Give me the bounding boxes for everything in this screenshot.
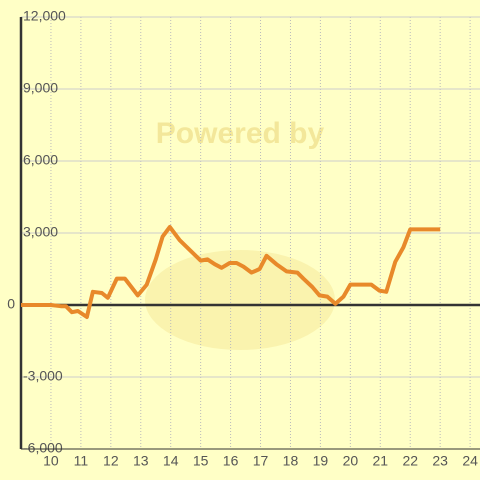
x-tick-label: 16 (223, 453, 239, 469)
y-tick-label: -3,000 (23, 368, 63, 384)
y-tick-label: 12,000 (23, 8, 66, 24)
x-tick-label: 17 (253, 453, 269, 469)
watermark-shape (145, 250, 335, 350)
x-tick-label: 11 (74, 453, 89, 469)
x-tick-label: 10 (43, 453, 59, 469)
y-tick-label: 0 (7, 296, 15, 312)
watermark: Powered by (156, 117, 325, 150)
x-tick-label: 23 (432, 453, 448, 469)
x-tick-label: 20 (343, 453, 359, 469)
x-tick-label: 24 (462, 453, 478, 469)
x-tick-label: 13 (133, 453, 149, 469)
x-tick-label: 19 (313, 453, 329, 469)
x-tick-label: 14 (163, 453, 179, 469)
y-tick-label: 3,000 (23, 224, 58, 240)
x-tick-label: 15 (193, 453, 209, 469)
y-tick-label: 9,000 (23, 80, 58, 96)
y-tick-label: -6,000 (23, 440, 63, 456)
x-tick-label: 22 (402, 453, 418, 469)
x-tick-label: 12 (103, 453, 119, 469)
x-tick-label: 21 (373, 453, 389, 469)
y-tick-label: 6,000 (23, 152, 58, 168)
line (21, 225, 441, 319)
x-tick-label: 18 (283, 453, 299, 469)
